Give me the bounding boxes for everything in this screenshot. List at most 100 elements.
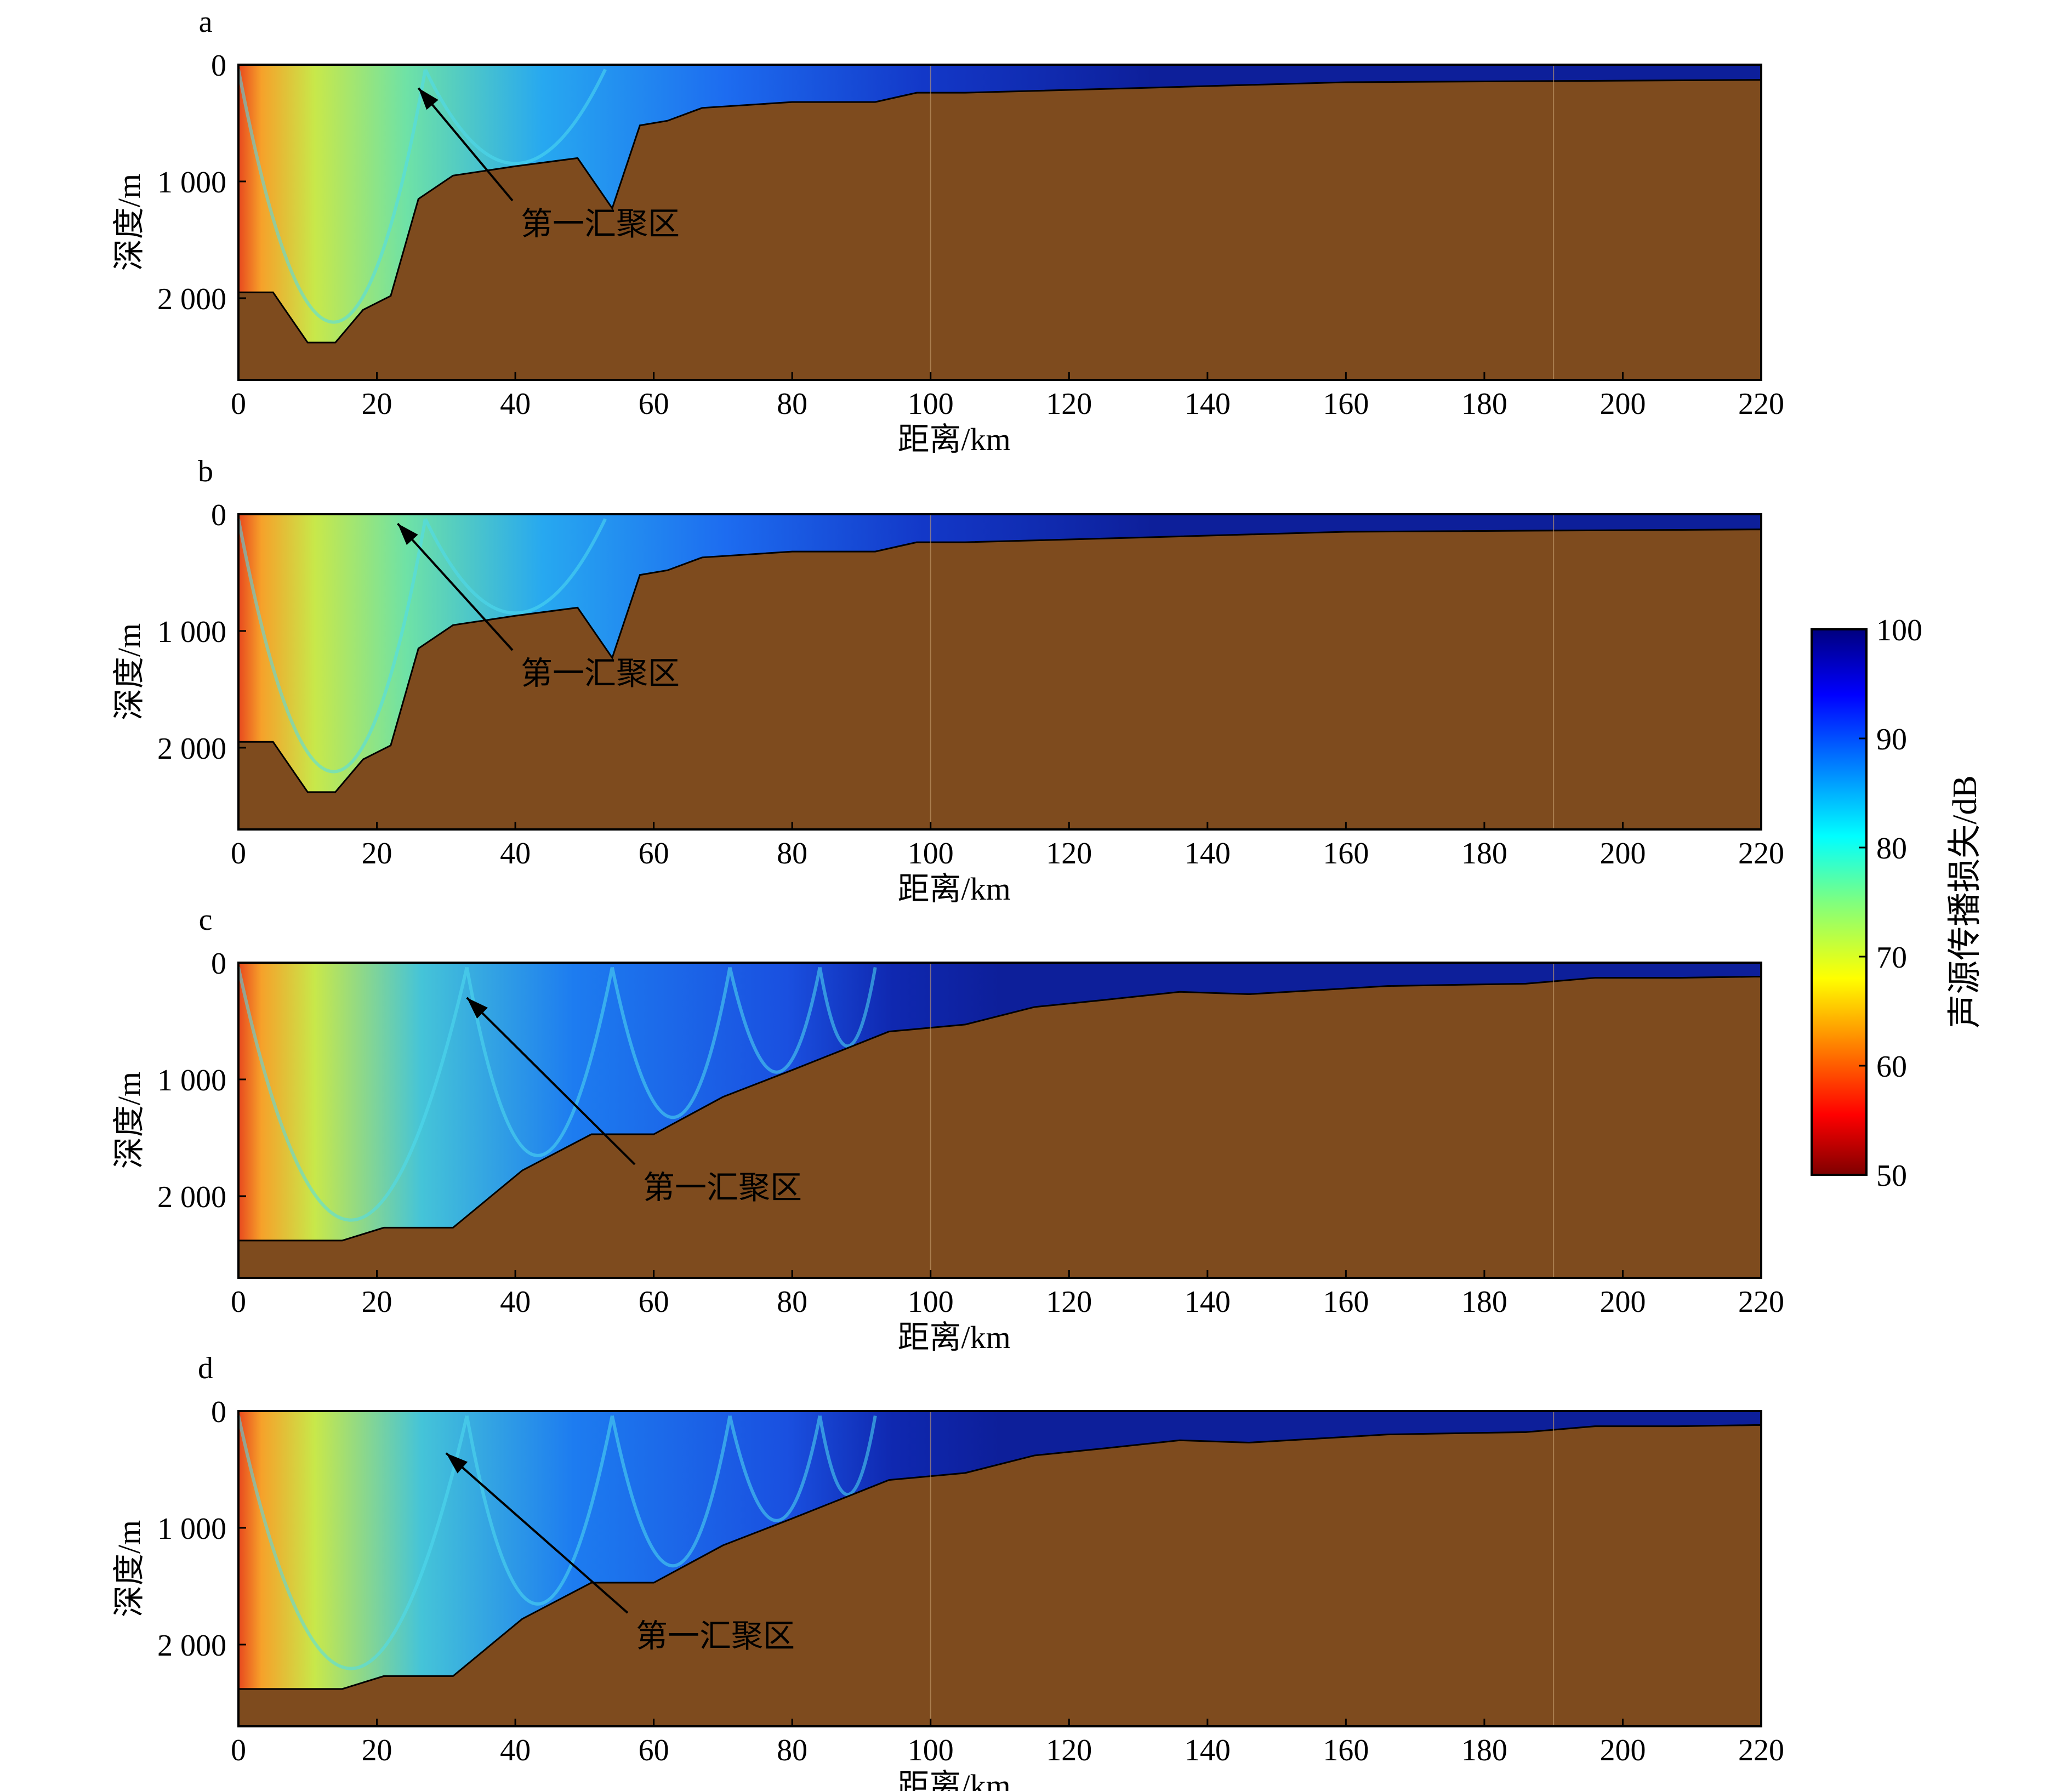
y-tick-label: 2 000 [157, 1180, 226, 1214]
x-tick-label: 0 [231, 837, 246, 871]
arrow-head [397, 524, 418, 545]
y-tick-label: 0 [211, 947, 226, 981]
x-tick-label: 220 [1738, 837, 1784, 871]
arrow-head [466, 997, 488, 1019]
cz-arc [465, 1415, 614, 1606]
cz-arc [237, 69, 427, 324]
annotation-label: 第一汇聚区 [521, 656, 680, 691]
y-tick-label: 0 [211, 1395, 226, 1429]
x-tick-label: 220 [1738, 387, 1784, 421]
convergence-arcs [237, 518, 607, 774]
annotation-arrow [417, 87, 514, 202]
x-tick-label: 0 [231, 1733, 246, 1767]
arrow-head [446, 1453, 468, 1474]
x-tick-label: 200 [1599, 1285, 1646, 1319]
x-tick-label: 20 [362, 837, 392, 871]
x-tick-label: 100 [908, 1285, 954, 1319]
colorbar-tick-label: 90 [1876, 723, 1907, 757]
x-tick-label: 140 [1185, 387, 1231, 421]
seabed [237, 528, 1762, 831]
cz-arc [237, 518, 427, 774]
cz-arc [818, 1415, 877, 1496]
x-axis-label: 距离/km [898, 871, 1011, 907]
y-tick-label: 2 000 [157, 732, 226, 766]
x-tick-label: 60 [639, 1733, 669, 1767]
cz-arc [424, 69, 607, 165]
colorbar-gradient [1811, 628, 1868, 1176]
colorbar-tick-label: 60 [1876, 1050, 1907, 1084]
x-tick-label: 120 [1046, 387, 1092, 421]
colorbar-label: 声源传播损失/dB [1946, 775, 1984, 1028]
cz-arc [424, 518, 607, 615]
x-tick-label: 180 [1461, 837, 1507, 871]
x-tick-label: 200 [1599, 837, 1646, 871]
x-tick-label: 120 [1046, 1733, 1092, 1767]
plot-frame [237, 1410, 1762, 1727]
x-tick-label: 200 [1599, 1733, 1646, 1767]
y-tick-label: 2 000 [157, 1629, 226, 1663]
cz-arc [237, 966, 469, 1222]
panel-label: a [199, 5, 213, 39]
convergence-arcs [237, 69, 607, 324]
convergence-arcs [237, 966, 877, 1222]
x-tick-label: 120 [1046, 1285, 1092, 1319]
annotation-label: 第一汇聚区 [521, 206, 680, 242]
panel-label: c [199, 903, 213, 937]
x-tick-label: 20 [362, 1285, 392, 1319]
x-tick-label: 80 [777, 1285, 807, 1319]
x-axis-label: 距离/km [898, 1768, 1011, 1791]
x-tick-label: 100 [908, 837, 954, 871]
x-tick-label: 0 [231, 1285, 246, 1319]
convergence-arcs [237, 1415, 877, 1670]
panel-c: c 0 20 40 60 80 100 120 140 160 180 200 220 0 1 000 2 0… [111, 903, 1784, 1355]
arrow-head [418, 88, 439, 110]
x-tick-label: 40 [500, 837, 531, 871]
x-tick-label: 160 [1323, 387, 1369, 421]
panel-label: b [198, 454, 213, 488]
annotation-label: 第一汇聚区 [636, 1618, 795, 1654]
y-tick-label: 1 000 [157, 166, 226, 200]
plot-frame [237, 64, 1762, 381]
plot-frame [237, 513, 1762, 831]
x-tick-label: 140 [1185, 837, 1231, 871]
seabed [237, 1424, 1762, 1727]
x-tick-label: 60 [639, 387, 669, 421]
x-tick-label: 160 [1323, 1733, 1369, 1767]
y-tick-label: 0 [211, 49, 226, 83]
x-axis-label: 距离/km [898, 422, 1011, 457]
x-tick-label: 180 [1461, 1733, 1507, 1767]
x-tick-label: 160 [1323, 837, 1369, 871]
y-axis-label: 深度/m [111, 623, 147, 720]
x-tick-label: 60 [639, 837, 669, 871]
x-tick-label: 140 [1185, 1733, 1231, 1767]
annotation-arrow [396, 522, 514, 651]
y-tick-label: 0 [211, 498, 226, 532]
colorbar-tick-label: 50 [1876, 1159, 1907, 1193]
x-tick-label: 180 [1461, 387, 1507, 421]
x-tick-label: 20 [362, 387, 392, 421]
y-tick-label: 2 000 [157, 282, 226, 316]
y-tick-label: 1 000 [157, 1512, 226, 1546]
cz-arc [610, 1415, 732, 1567]
cz-arc [728, 966, 822, 1074]
seabed [237, 79, 1762, 381]
cz-arc [818, 967, 877, 1048]
y-axis-label: 深度/m [111, 1520, 147, 1617]
cz-arc [465, 966, 614, 1157]
x-tick-label: 80 [777, 387, 807, 421]
panel-label: d [198, 1351, 213, 1385]
x-tick-label: 220 [1738, 1733, 1784, 1767]
colorbar-tick-label: 70 [1876, 941, 1907, 975]
cz-arc [237, 1415, 469, 1670]
annotation-arrow [466, 997, 636, 1165]
y-tick-label: 1 000 [157, 1064, 226, 1098]
panel-d: d 0 20 40 60 80 100 120 140 160 180 200 220 0 1 000 2 0… [111, 1351, 1784, 1791]
x-tick-label: 60 [639, 1285, 669, 1319]
x-tick-label: 180 [1461, 1285, 1507, 1319]
x-tick-label: 200 [1599, 387, 1646, 421]
x-tick-label: 100 [908, 387, 954, 421]
x-tick-label: 20 [362, 1733, 392, 1767]
x-tick-label: 80 [777, 837, 807, 871]
y-axis-label: 深度/m [111, 174, 147, 271]
